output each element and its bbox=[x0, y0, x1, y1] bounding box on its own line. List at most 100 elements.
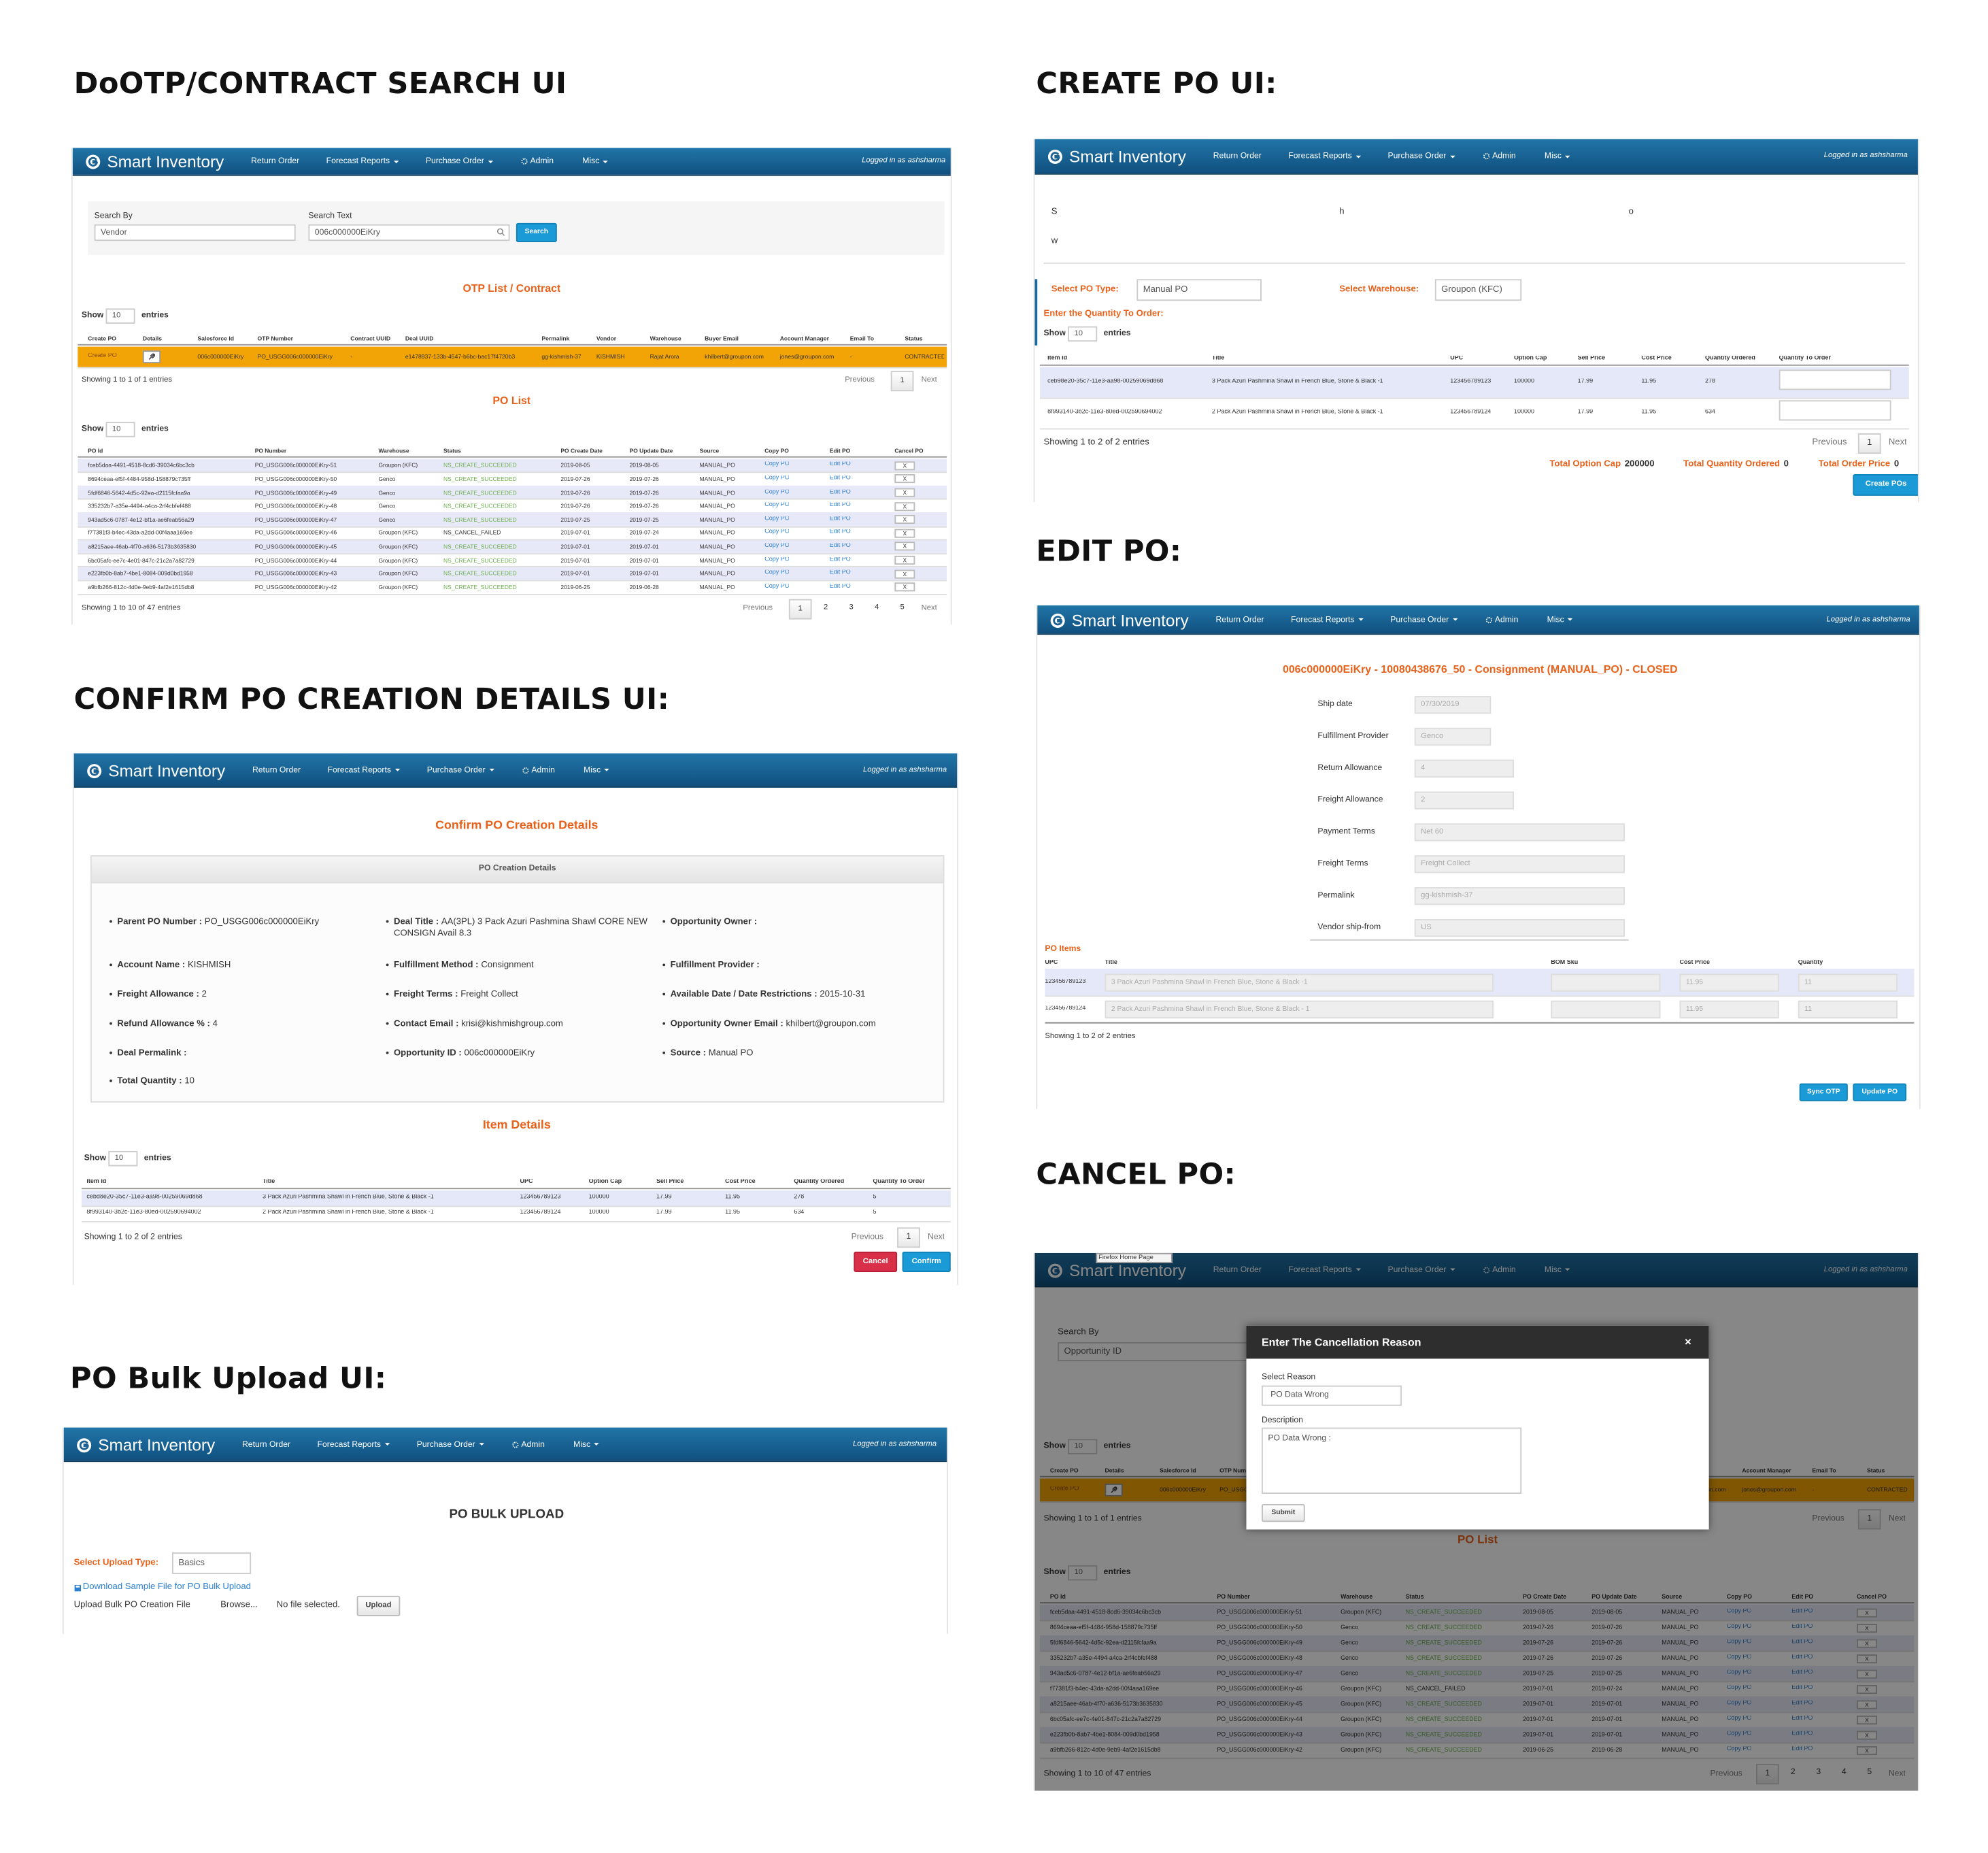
copy-po-link[interactable]: Copy PO bbox=[764, 502, 790, 510]
cancel-po-button[interactable]: X bbox=[894, 488, 915, 497]
copy-po-link[interactable]: Copy PO bbox=[1726, 1654, 1752, 1661]
pagination-page[interactable]: 4 bbox=[1841, 1767, 1847, 1777]
pagination-next[interactable]: Next bbox=[1888, 1769, 1906, 1779]
download-sample-link[interactable]: Download Sample File for PO Bulk Upload bbox=[82, 1582, 251, 1592]
edit-po-link[interactable]: Edit PO bbox=[829, 475, 851, 482]
nav-item[interactable]: Misc bbox=[584, 765, 610, 775]
nav-item[interactable]: Misc bbox=[582, 157, 609, 167]
nav-item[interactable]: Forecast Reports bbox=[1291, 615, 1364, 625]
pagination-next[interactable]: Next bbox=[1888, 1514, 1906, 1524]
nav-item[interactable]: Return Order bbox=[251, 157, 299, 167]
page-size-select[interactable]: 10 bbox=[1068, 1439, 1098, 1454]
pagination-previous[interactable]: Previous bbox=[851, 1233, 884, 1242]
nav-item[interactable]: Return Order bbox=[1213, 1265, 1262, 1275]
edit-po-link[interactable]: Edit PO bbox=[1791, 1685, 1813, 1692]
submit-button[interactable]: Submit bbox=[1261, 1503, 1305, 1522]
cancel-po-button[interactable]: X bbox=[1856, 1715, 1877, 1724]
edit-po-link[interactable]: Edit PO bbox=[1791, 1700, 1813, 1707]
cancel-po-button[interactable]: X bbox=[894, 582, 915, 592]
nav-item[interactable]: Misc bbox=[1545, 152, 1571, 162]
pagination-previous[interactable]: Previous bbox=[1812, 438, 1847, 448]
edit-po-link[interactable]: Edit PO bbox=[829, 529, 851, 536]
cancel-po-button[interactable]: X bbox=[894, 474, 915, 484]
quantity-input[interactable] bbox=[1779, 400, 1891, 421]
pagination-next[interactable]: Next bbox=[1888, 438, 1907, 448]
edit-po-link[interactable]: Edit PO bbox=[1791, 1639, 1813, 1646]
nav-item[interactable]: Purchase Order bbox=[417, 1440, 484, 1450]
copy-po-link[interactable]: Copy PO bbox=[764, 475, 790, 482]
copy-po-link[interactable]: Copy PO bbox=[1726, 1624, 1752, 1631]
nav-item[interactable]: Admin bbox=[1483, 152, 1516, 162]
cancel-po-button[interactable]: X bbox=[894, 461, 915, 471]
copy-po-link[interactable]: Copy PO bbox=[764, 529, 790, 536]
description-textarea[interactable]: PO Data Wrong : bbox=[1261, 1427, 1522, 1494]
nav-item[interactable]: Misc bbox=[1547, 615, 1573, 625]
page-size-select[interactable]: 10 bbox=[1068, 1565, 1098, 1581]
edit-po-link[interactable]: Edit PO bbox=[1791, 1746, 1813, 1753]
cancel-po-button[interactable]: X bbox=[1856, 1638, 1877, 1648]
copy-po-link[interactable]: Copy PO bbox=[764, 516, 790, 522]
nav-item[interactable]: Return Order bbox=[252, 765, 301, 775]
copy-po-link[interactable]: Copy PO bbox=[1726, 1746, 1752, 1753]
search-text-input[interactable]: 006c000000EiKry bbox=[308, 224, 510, 241]
page-size-select[interactable]: 10 bbox=[105, 422, 135, 437]
pagination-previous[interactable]: Previous bbox=[845, 376, 875, 384]
nav-item[interactable]: Admin bbox=[1485, 615, 1518, 625]
cancel-po-button[interactable]: X bbox=[894, 569, 915, 578]
upload-button[interactable]: Upload bbox=[356, 1595, 401, 1616]
cancel-po-button[interactable]: X bbox=[894, 529, 915, 538]
pagination-page[interactable]: 1 bbox=[1857, 433, 1881, 454]
cancel-po-button[interactable]: X bbox=[1856, 1746, 1877, 1755]
pagination-page[interactable]: 2 bbox=[1790, 1767, 1796, 1777]
copy-po-link[interactable]: Copy PO bbox=[1726, 1608, 1752, 1616]
nav-item[interactable]: Misc bbox=[1545, 1265, 1571, 1275]
page-size-select[interactable]: 10 bbox=[108, 1150, 138, 1167]
create-po-link[interactable]: Create PO bbox=[1049, 1486, 1079, 1493]
nav-item[interactable]: Admin bbox=[521, 157, 554, 167]
copy-po-link[interactable]: Copy PO bbox=[764, 569, 790, 577]
pagination-page[interactable]: 3 bbox=[1816, 1767, 1821, 1777]
cancel-po-button[interactable]: X bbox=[1856, 1607, 1877, 1617]
copy-po-link[interactable]: Copy PO bbox=[764, 556, 790, 563]
update-po-button[interactable]: Update PO bbox=[1853, 1083, 1907, 1101]
sync-otp-button[interactable]: Sync OTP bbox=[1799, 1083, 1848, 1101]
upload-type-select[interactable]: Basics bbox=[171, 1552, 252, 1575]
copy-po-link[interactable]: Copy PO bbox=[1726, 1716, 1752, 1722]
page-size-select[interactable]: 10 bbox=[105, 308, 135, 324]
copy-po-link[interactable]: Copy PO bbox=[1726, 1669, 1752, 1677]
edit-po-link[interactable]: Edit PO bbox=[829, 462, 851, 469]
nav-item[interactable]: Purchase Order bbox=[427, 765, 494, 775]
copy-po-link[interactable]: Copy PO bbox=[764, 488, 790, 496]
pagination-page[interactable]: 1 bbox=[1755, 1764, 1779, 1785]
cancel-po-button[interactable]: X bbox=[894, 555, 915, 565]
pagination-next[interactable]: Next bbox=[921, 604, 937, 613]
pagination-page[interactable]: 4 bbox=[874, 604, 879, 612]
nav-item[interactable]: Purchase Order bbox=[1387, 152, 1455, 162]
copy-po-link[interactable]: Copy PO bbox=[1726, 1639, 1752, 1646]
cancel-po-button[interactable]: X bbox=[1856, 1699, 1877, 1709]
cancel-po-button[interactable]: X bbox=[1856, 1684, 1877, 1694]
cancel-po-button[interactable]: X bbox=[1856, 1730, 1877, 1739]
edit-po-link[interactable]: Edit PO bbox=[829, 502, 851, 510]
reason-select[interactable]: PO Data Wrong bbox=[1261, 1385, 1402, 1406]
nav-item[interactable]: Purchase Order bbox=[426, 157, 493, 167]
edit-po-link[interactable]: Edit PO bbox=[829, 556, 851, 563]
pagination-page[interactable]: 1 bbox=[1857, 1509, 1881, 1530]
cancel-po-button[interactable]: X bbox=[894, 515, 915, 524]
edit-po-link[interactable]: Edit PO bbox=[1791, 1624, 1813, 1631]
cancel-po-button[interactable]: X bbox=[894, 542, 915, 552]
copy-po-link[interactable]: Copy PO bbox=[1726, 1731, 1752, 1738]
cancel-po-button[interactable]: X bbox=[1856, 1669, 1877, 1678]
edit-po-link[interactable]: Edit PO bbox=[1791, 1716, 1813, 1722]
edit-po-link[interactable]: Edit PO bbox=[829, 569, 851, 577]
browse-button[interactable]: Browse... bbox=[220, 1601, 258, 1610]
nav-item[interactable]: Purchase Order bbox=[1387, 1265, 1455, 1275]
po-type-select[interactable]: Manual PO bbox=[1136, 279, 1262, 301]
modal-close[interactable]: × bbox=[1685, 1335, 1691, 1348]
nav-item[interactable]: Purchase Order bbox=[1390, 615, 1458, 625]
edit-po-link[interactable]: Edit PO bbox=[829, 488, 851, 496]
nav-item[interactable]: Forecast Reports bbox=[326, 157, 399, 167]
pagination-page[interactable]: 1 bbox=[890, 371, 914, 392]
cancel-po-button[interactable]: X bbox=[894, 501, 915, 511]
pagination-page[interactable]: 5 bbox=[1867, 1767, 1872, 1777]
